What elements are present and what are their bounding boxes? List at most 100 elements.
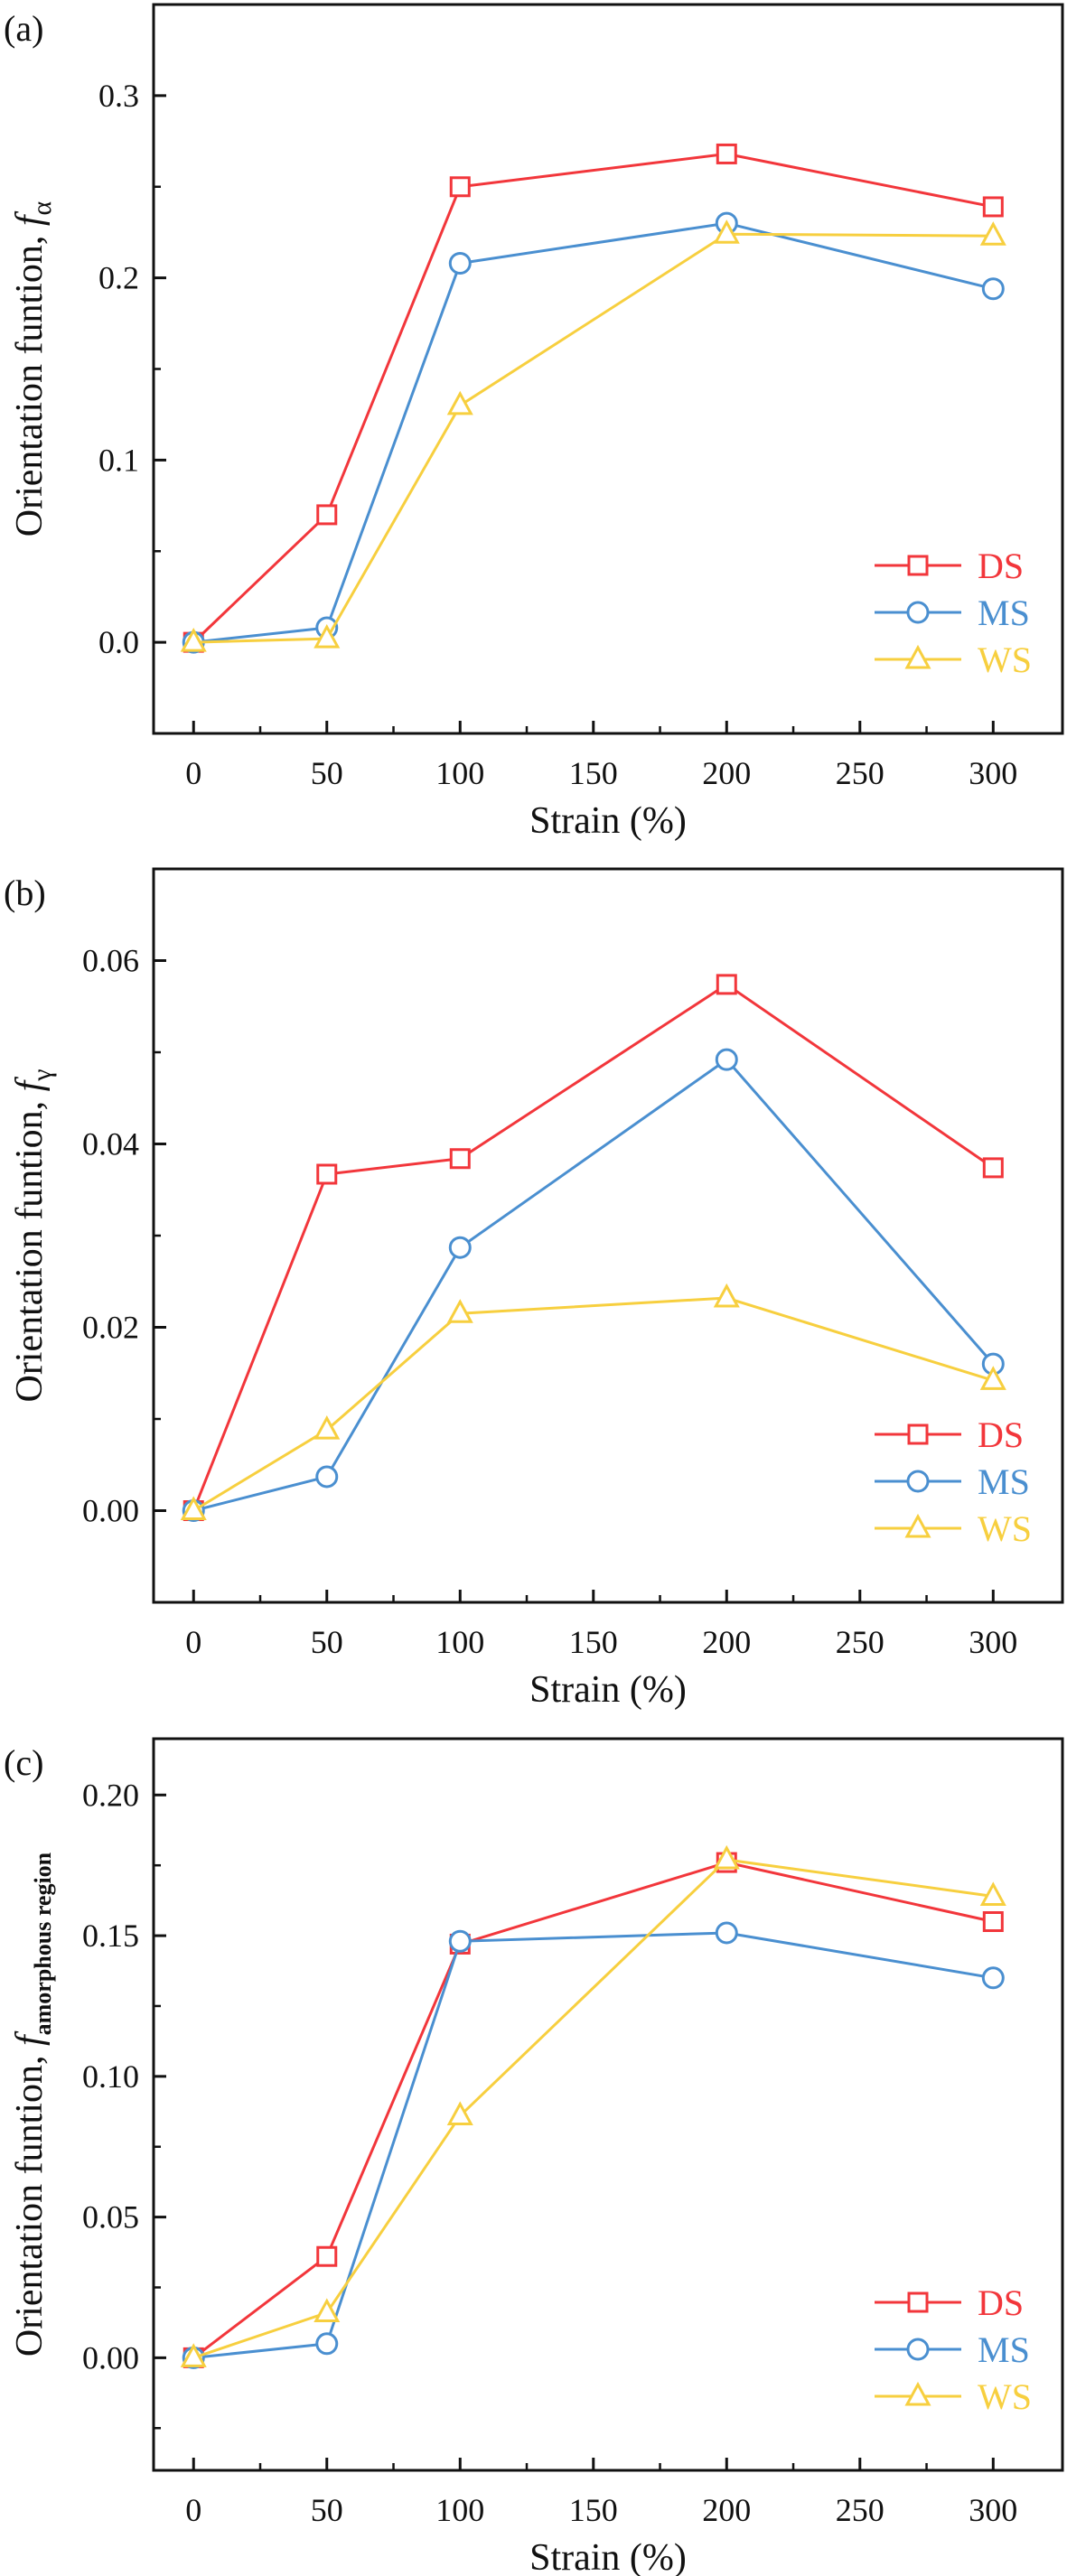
data-point-ms: [715, 1921, 738, 1945]
y-axis-label-subscript: amorphous region: [30, 1852, 56, 2035]
x-tick-label: 300: [969, 755, 1017, 791]
data-point-ds: [316, 2245, 338, 2267]
y-tick-label: 0.05: [82, 2199, 139, 2235]
series-line-ds: [192, 152, 994, 644]
x-tick-label: 200: [702, 755, 751, 791]
panel-label: (a): [4, 8, 43, 49]
y-tick-label: 0.3: [98, 78, 139, 114]
legend-label: MS: [978, 1461, 1030, 1502]
data-point-ms: [448, 1929, 472, 1953]
legend-entry-ds: DS: [875, 2282, 1024, 2323]
legend-marker-circle: [906, 601, 930, 624]
x-tick-label: 150: [569, 755, 618, 791]
legend-label: WS: [978, 1508, 1032, 1549]
y-tick-label: 0.00: [82, 2339, 139, 2375]
data-point-ds: [982, 196, 1004, 218]
data-point-ws: [180, 2343, 207, 2367]
x-tick-label: 250: [836, 755, 884, 791]
legend-entry-ws: WS: [875, 2376, 1032, 2417]
data-point-ws: [180, 1496, 207, 1520]
data-point-ws: [979, 1366, 1006, 1390]
legend-marker-square: [907, 2291, 929, 2313]
x-tick-label: 250: [836, 1624, 884, 1660]
y-tick-label: 0.10: [82, 2058, 139, 2095]
panel-c: (c) 0 50 100 150 200 250 300 Strain (%) 0.00 0.05 0…: [4, 1737, 1064, 2576]
y-tick-label: 0.04: [82, 1126, 139, 1162]
series-ws: [180, 1283, 1006, 1520]
data-point-ds: [716, 143, 737, 164]
y-axis-label: Orientation funtion, famorphous region: [9, 1852, 56, 2357]
series-ms: [182, 1048, 1005, 1522]
series-line-ws: [193, 232, 994, 644]
data-point-ds: [449, 176, 471, 198]
y-tick-label: 0.1: [98, 442, 139, 478]
legend-label: DS: [978, 2282, 1024, 2323]
y-tick-label: 0.15: [82, 1918, 139, 1954]
series-line-ms: [193, 1931, 994, 2359]
panel-b: (b) 0 50 100 150 200 250 300 Strain (%) 0.00 0.02 0…: [4, 867, 1064, 1711]
x-axis-label: Strain (%): [529, 800, 687, 842]
y-tick-label: 0.20: [82, 1777, 139, 1813]
data-point-ws: [314, 623, 341, 649]
x-tick-label: 0: [185, 755, 201, 791]
series-line-ds: [192, 983, 995, 1512]
legend-label: WS: [978, 2376, 1032, 2417]
legend-label: DS: [978, 1414, 1024, 1455]
legend-entry-ws: WS: [875, 1508, 1032, 1549]
series-ds: [183, 1852, 1004, 2368]
y-axis-label: Orientation funtion, fα: [9, 201, 57, 537]
data-point-ws: [979, 221, 1006, 246]
legend-entry-ds: DS: [875, 546, 1024, 586]
series-ds: [183, 143, 1004, 653]
x-tick-label: 200: [702, 2492, 751, 2528]
series-line-ms: [193, 221, 994, 644]
legend-marker-circle: [906, 2338, 930, 2361]
x-axis-label: Strain (%): [529, 1669, 687, 1711]
data-point-ms: [448, 1236, 472, 1259]
panel-a: (a) 0 50 100 150 200 250 300 Strain (%) 0.0 0.1 0.2…: [4, 3, 1064, 842]
plot-frame: [152, 3, 1064, 735]
data-point-ms: [715, 1048, 738, 1071]
legend-label: DS: [978, 546, 1024, 586]
y-tick-label: 0.0: [98, 624, 139, 660]
x-tick-label: 100: [435, 1624, 484, 1660]
data-point-ds: [716, 974, 737, 995]
legend-marker-triangle: [904, 1513, 931, 1538]
data-point-ws: [713, 1844, 740, 1870]
x-tick-label: 0: [185, 2492, 201, 2528]
y-axis-label-subscript: γ: [27, 1069, 57, 1081]
data-point-ws: [446, 2101, 473, 2125]
series-ds: [183, 974, 1004, 1521]
panel-label: (c): [4, 1742, 43, 1783]
plot-frame: [152, 1737, 1064, 2472]
legend-marker-square: [907, 1423, 929, 1445]
data-point-ds: [316, 1163, 338, 1185]
x-tick-label: 0: [185, 1624, 201, 1660]
data-point-ds: [982, 1157, 1004, 1179]
x-tick-label: 150: [569, 2492, 618, 2528]
legend-marker-triangle: [904, 2381, 931, 2406]
y-axis-label-text: Orientation funtion,: [9, 226, 51, 537]
y-axis-label-subscript: α: [27, 201, 57, 215]
legend-entry-ms: MS: [875, 2329, 1030, 2370]
data-point-ms: [981, 277, 1005, 301]
series-ws: [180, 1844, 1006, 2367]
data-point-ms: [315, 1465, 339, 1489]
y-tick-label: 0.06: [82, 943, 139, 979]
y-axis-label: Orientation funtion, fγ: [9, 1069, 57, 1402]
x-tick-label: 50: [311, 1624, 343, 1660]
y-tick-label: 0.00: [82, 1493, 139, 1529]
legend-entry-ms: MS: [875, 1461, 1030, 1502]
legend-entry-ds: DS: [875, 1414, 1024, 1455]
legend-marker-circle: [906, 1470, 930, 1493]
data-point-ws: [446, 390, 473, 415]
x-tick-label: 200: [702, 1624, 751, 1660]
series-line-ms: [192, 1058, 995, 1512]
legend-marker-square: [907, 555, 929, 576]
data-point-ws: [314, 2298, 341, 2323]
y-tick-label: 0.02: [82, 1310, 139, 1346]
series-line-ws: [192, 1858, 994, 2359]
data-point-ws: [446, 1299, 473, 1323]
legend-label: MS: [978, 593, 1030, 633]
